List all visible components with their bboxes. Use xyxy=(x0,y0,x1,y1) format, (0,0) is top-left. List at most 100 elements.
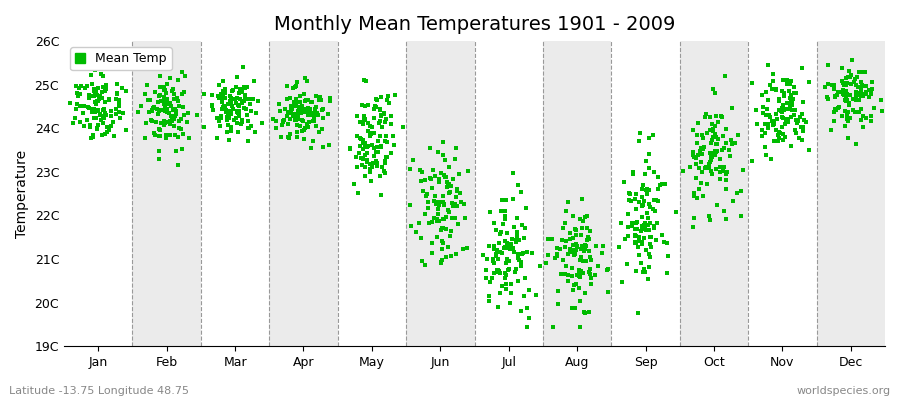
Point xyxy=(310,110,325,116)
Point xyxy=(853,78,868,85)
Point xyxy=(89,108,104,114)
Point xyxy=(572,274,587,280)
Point xyxy=(565,246,580,253)
Point xyxy=(379,133,393,139)
Point xyxy=(98,112,112,118)
Point xyxy=(802,79,816,86)
Point xyxy=(788,126,802,133)
Point xyxy=(661,240,675,247)
Point xyxy=(300,78,314,84)
Point xyxy=(147,130,161,136)
Point xyxy=(301,97,315,103)
Point xyxy=(703,114,717,120)
Point xyxy=(284,102,298,109)
Point xyxy=(437,157,452,163)
Point xyxy=(141,96,156,103)
Point xyxy=(550,252,564,259)
Point xyxy=(104,113,119,119)
Point xyxy=(840,91,854,97)
Point xyxy=(548,255,562,261)
Point xyxy=(852,109,867,115)
Point xyxy=(645,132,660,138)
Point xyxy=(567,252,581,258)
Point xyxy=(565,273,580,280)
Point xyxy=(356,156,370,162)
Point xyxy=(569,247,583,253)
Point xyxy=(719,216,733,222)
Point xyxy=(621,211,635,217)
Point xyxy=(356,146,370,152)
Point xyxy=(430,148,445,155)
Point xyxy=(695,151,709,158)
Point xyxy=(579,243,593,249)
Point xyxy=(855,90,869,97)
Point xyxy=(361,102,375,108)
Point xyxy=(705,137,719,144)
Point xyxy=(865,78,879,85)
Point xyxy=(510,255,525,262)
Point xyxy=(492,240,507,246)
Point xyxy=(612,244,626,250)
Point xyxy=(160,106,175,112)
Point xyxy=(445,200,459,206)
Point xyxy=(630,219,644,226)
Point xyxy=(570,242,584,249)
Point xyxy=(212,82,227,88)
Point xyxy=(98,131,112,137)
Point xyxy=(441,244,455,250)
Point xyxy=(479,275,493,281)
Point xyxy=(766,121,780,127)
Point xyxy=(793,114,807,120)
Point xyxy=(640,186,654,192)
Point xyxy=(512,257,526,263)
Point xyxy=(86,88,101,94)
Point xyxy=(499,280,513,287)
Point xyxy=(293,93,308,99)
Point xyxy=(370,162,384,169)
Point xyxy=(779,116,794,122)
Point xyxy=(427,197,441,204)
Point xyxy=(357,164,372,170)
Point xyxy=(370,144,384,150)
Point xyxy=(581,268,596,275)
Point xyxy=(494,208,508,214)
Point xyxy=(215,106,230,112)
Point xyxy=(772,98,787,104)
Point xyxy=(484,275,499,282)
Bar xyxy=(748,41,816,346)
Point xyxy=(651,198,665,204)
Point xyxy=(796,124,810,130)
Point xyxy=(572,285,586,291)
Point xyxy=(498,238,512,244)
Point xyxy=(619,261,634,267)
Point xyxy=(482,279,497,285)
Point xyxy=(510,182,525,188)
Bar xyxy=(201,41,269,346)
Point xyxy=(745,80,760,86)
Point xyxy=(105,119,120,125)
Point xyxy=(177,73,192,79)
Point xyxy=(428,192,442,199)
Point xyxy=(303,106,318,112)
Point xyxy=(693,151,707,158)
Bar xyxy=(543,41,611,346)
Point xyxy=(288,96,302,102)
Point xyxy=(491,304,506,310)
Point xyxy=(578,310,592,316)
Point xyxy=(692,164,706,171)
Point xyxy=(776,115,790,121)
Point xyxy=(512,237,526,244)
Point xyxy=(310,122,324,129)
Point xyxy=(76,110,91,116)
Point xyxy=(452,170,466,177)
Point xyxy=(223,98,238,104)
Point xyxy=(239,106,254,112)
Point xyxy=(445,183,459,190)
Point xyxy=(551,288,565,294)
Point xyxy=(97,113,112,119)
Point xyxy=(499,213,513,220)
Point xyxy=(242,100,256,107)
Point xyxy=(509,237,524,244)
Point xyxy=(360,157,374,164)
Point xyxy=(315,126,329,132)
